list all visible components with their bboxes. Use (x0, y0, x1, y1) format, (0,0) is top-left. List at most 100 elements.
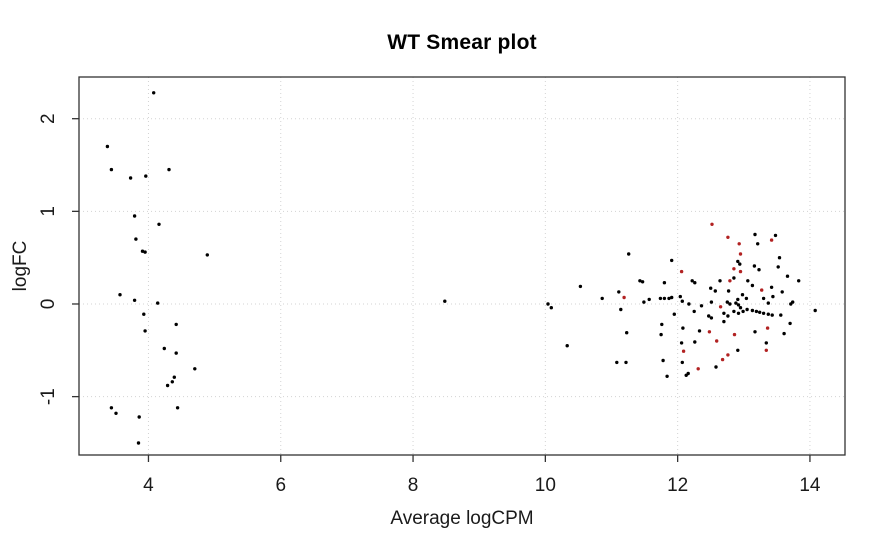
data-point (565, 344, 569, 348)
data-point (680, 299, 684, 303)
data-point (109, 167, 114, 172)
data-point (697, 329, 702, 333)
data-point (773, 233, 778, 238)
data-point (658, 296, 663, 301)
data-point (707, 314, 711, 318)
data-point (732, 309, 736, 314)
data-point (625, 331, 629, 335)
data-point (667, 296, 671, 301)
data-point (205, 253, 209, 257)
data-point-highlighted (718, 305, 723, 309)
data-point (797, 279, 801, 283)
data-point (642, 300, 646, 304)
data-point (140, 249, 145, 253)
data-point (753, 232, 757, 237)
data-point (750, 308, 755, 313)
data-point (736, 311, 741, 315)
data-point-highlighted (732, 332, 737, 337)
data-point (722, 319, 726, 324)
data-point (736, 303, 741, 307)
data-point-highlighted (737, 242, 741, 246)
data-point (157, 222, 161, 226)
data-point (709, 286, 713, 290)
x-tick-label: 6 (275, 475, 286, 496)
data-point (662, 296, 667, 301)
data-point (578, 284, 583, 289)
data-point (752, 264, 757, 268)
data-point (709, 300, 714, 304)
data-point (680, 360, 684, 365)
data-point-highlighted (710, 222, 714, 226)
data-point-highlighted (738, 269, 743, 274)
data-point (165, 383, 170, 388)
data-point (734, 301, 738, 305)
data-point (709, 316, 714, 320)
data-point-highlighted (707, 330, 712, 334)
data-point (766, 312, 770, 316)
data-point-highlighted (765, 326, 770, 330)
data-point (638, 279, 642, 283)
data-point (693, 340, 697, 344)
y-tick-label: -1 (38, 388, 59, 405)
y-tick-label: 2 (38, 113, 59, 124)
data-point (771, 294, 775, 299)
data-point (132, 298, 137, 302)
data-point (619, 307, 623, 312)
data-point (713, 289, 717, 293)
data-point (659, 332, 663, 337)
x-axis-label: Average logCPM (390, 508, 534, 529)
data-point (109, 406, 114, 410)
x-tick-label: 8 (408, 475, 419, 496)
data-point (156, 301, 160, 305)
x-tick-label: 12 (667, 475, 688, 496)
y-tick-label: 1 (38, 206, 59, 217)
data-point (640, 280, 645, 284)
data-point-highlighted (728, 279, 732, 283)
data-point-highlighted (622, 295, 626, 300)
data-point (660, 322, 664, 327)
data-point (546, 302, 550, 306)
data-point-highlighted (732, 267, 736, 271)
data-point (699, 304, 704, 308)
data-point (779, 313, 783, 317)
data-point (687, 302, 691, 306)
data-point (172, 375, 176, 379)
data-point (777, 256, 782, 260)
data-point-highlighted (760, 288, 764, 292)
data-point-highlighted (764, 348, 768, 352)
x-tick-label: 14 (799, 475, 821, 496)
data-point (718, 279, 722, 283)
data-point (738, 306, 743, 310)
data-point (769, 285, 774, 289)
data-point (144, 174, 148, 178)
data-point (736, 259, 740, 264)
data-point (137, 415, 141, 419)
data-point (136, 441, 141, 445)
data-point (744, 296, 749, 301)
data-point (761, 296, 766, 301)
data-point-highlighted (738, 252, 743, 256)
data-point (736, 348, 740, 352)
data-point (785, 274, 790, 278)
data-point (143, 329, 147, 333)
data-point (741, 309, 745, 314)
data-point (745, 307, 749, 312)
data-point (647, 297, 651, 302)
data-point-highlighted (715, 339, 719, 343)
data-point (617, 290, 621, 294)
data-point (118, 293, 122, 297)
data-point (670, 258, 674, 263)
data-point (152, 91, 156, 95)
data-point (134, 237, 138, 241)
data-point (726, 314, 730, 318)
data-point (615, 360, 619, 365)
data-point (142, 312, 146, 316)
data-point (549, 306, 553, 310)
data-point (776, 265, 780, 269)
data-point (758, 310, 762, 314)
data-point (143, 250, 147, 254)
data-point (693, 281, 697, 285)
data-point (791, 300, 795, 304)
